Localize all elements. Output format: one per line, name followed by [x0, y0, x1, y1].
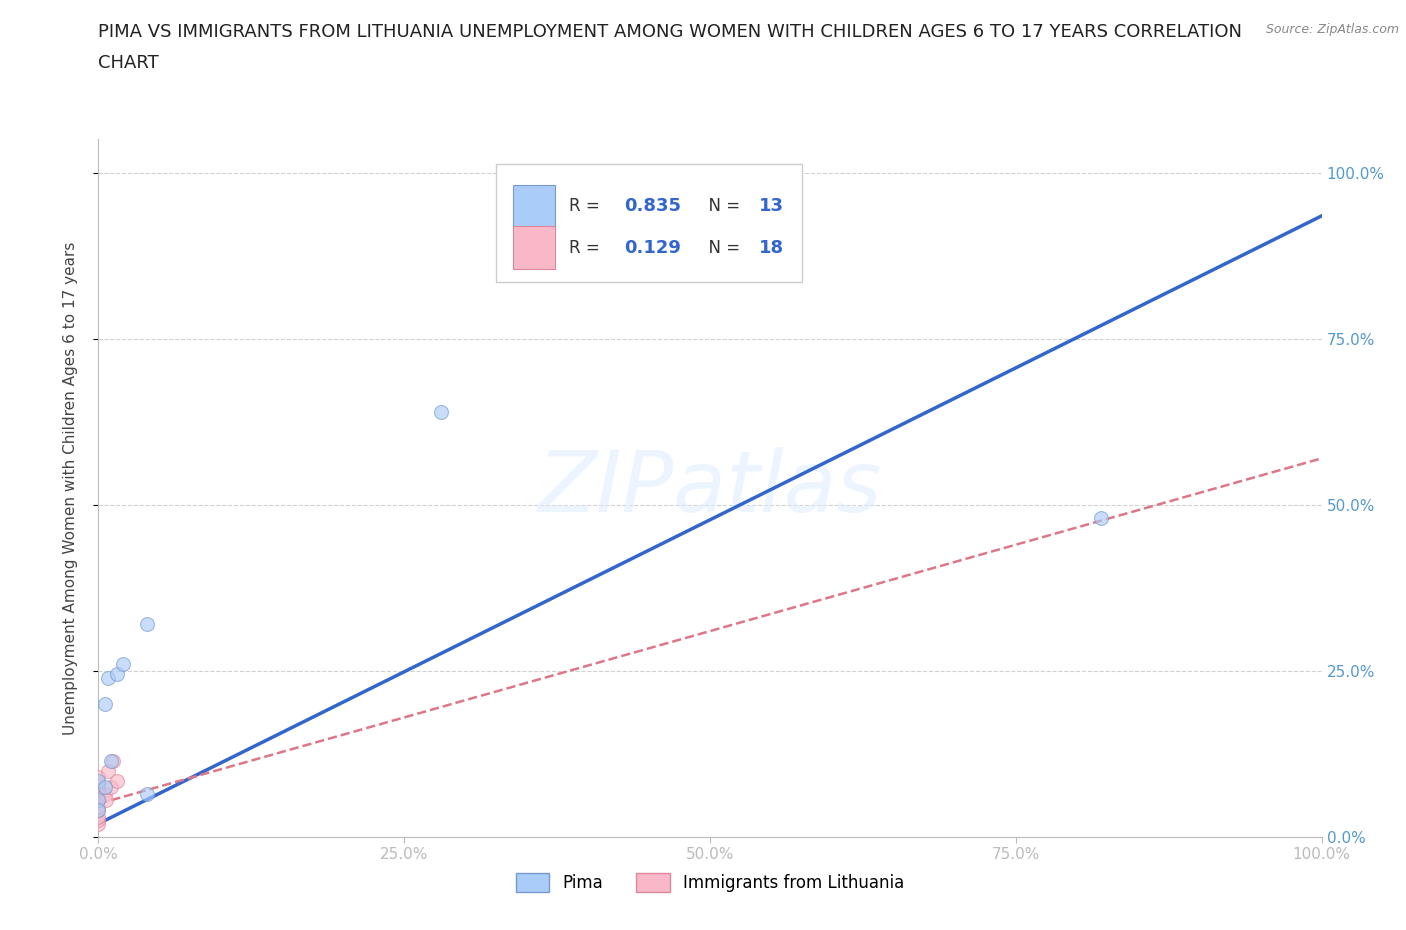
- Point: [87, 800, 110, 815]
- Text: PIMA VS IMMIGRANTS FROM LITHUANIA UNEMPLOYMENT AMONG WOMEN WITH CHILDREN AGES 6 : PIMA VS IMMIGRANTS FROM LITHUANIA UNEMPL…: [98, 23, 1243, 41]
- Point: [87, 813, 110, 828]
- Point: [87, 773, 110, 788]
- Point: [430, 405, 453, 419]
- Point: [87, 770, 110, 785]
- Text: Source: ZipAtlas.com: Source: ZipAtlas.com: [1265, 23, 1399, 36]
- Point: [87, 777, 110, 791]
- Point: [136, 617, 159, 631]
- Point: [87, 783, 110, 798]
- Point: [97, 764, 120, 778]
- Text: N =: N =: [697, 239, 745, 257]
- Text: 0.129: 0.129: [624, 239, 682, 257]
- Point: [87, 810, 110, 825]
- Point: [87, 817, 110, 831]
- Point: [100, 753, 122, 768]
- Point: [87, 791, 110, 806]
- Text: 13: 13: [759, 197, 785, 216]
- Point: [100, 779, 122, 794]
- Text: 18: 18: [759, 239, 785, 257]
- Legend: Pima, Immigrants from Lithuania: Pima, Immigrants from Lithuania: [509, 866, 911, 898]
- Text: N =: N =: [697, 197, 745, 216]
- Point: [105, 667, 128, 682]
- Point: [93, 697, 115, 711]
- Point: [93, 787, 115, 802]
- Text: R =: R =: [569, 239, 606, 257]
- Y-axis label: Unemployment Among Women with Children Ages 6 to 17 years: Unemployment Among Women with Children A…: [63, 242, 77, 735]
- Text: ZIPatlas: ZIPatlas: [538, 446, 882, 530]
- Text: R =: R =: [569, 197, 606, 216]
- Point: [136, 787, 159, 802]
- Point: [87, 803, 110, 817]
- Point: [87, 803, 110, 817]
- FancyBboxPatch shape: [496, 164, 801, 283]
- Point: [87, 793, 110, 808]
- FancyBboxPatch shape: [513, 227, 555, 269]
- Point: [94, 793, 117, 808]
- Point: [93, 779, 115, 794]
- Point: [1090, 511, 1112, 525]
- Text: CHART: CHART: [98, 54, 159, 72]
- Point: [111, 657, 134, 671]
- Point: [87, 790, 110, 804]
- Point: [87, 787, 110, 802]
- Point: [97, 671, 120, 685]
- Point: [87, 793, 110, 808]
- Point: [105, 773, 128, 788]
- Text: 0.835: 0.835: [624, 197, 682, 216]
- FancyBboxPatch shape: [513, 185, 555, 228]
- Point: [101, 753, 124, 768]
